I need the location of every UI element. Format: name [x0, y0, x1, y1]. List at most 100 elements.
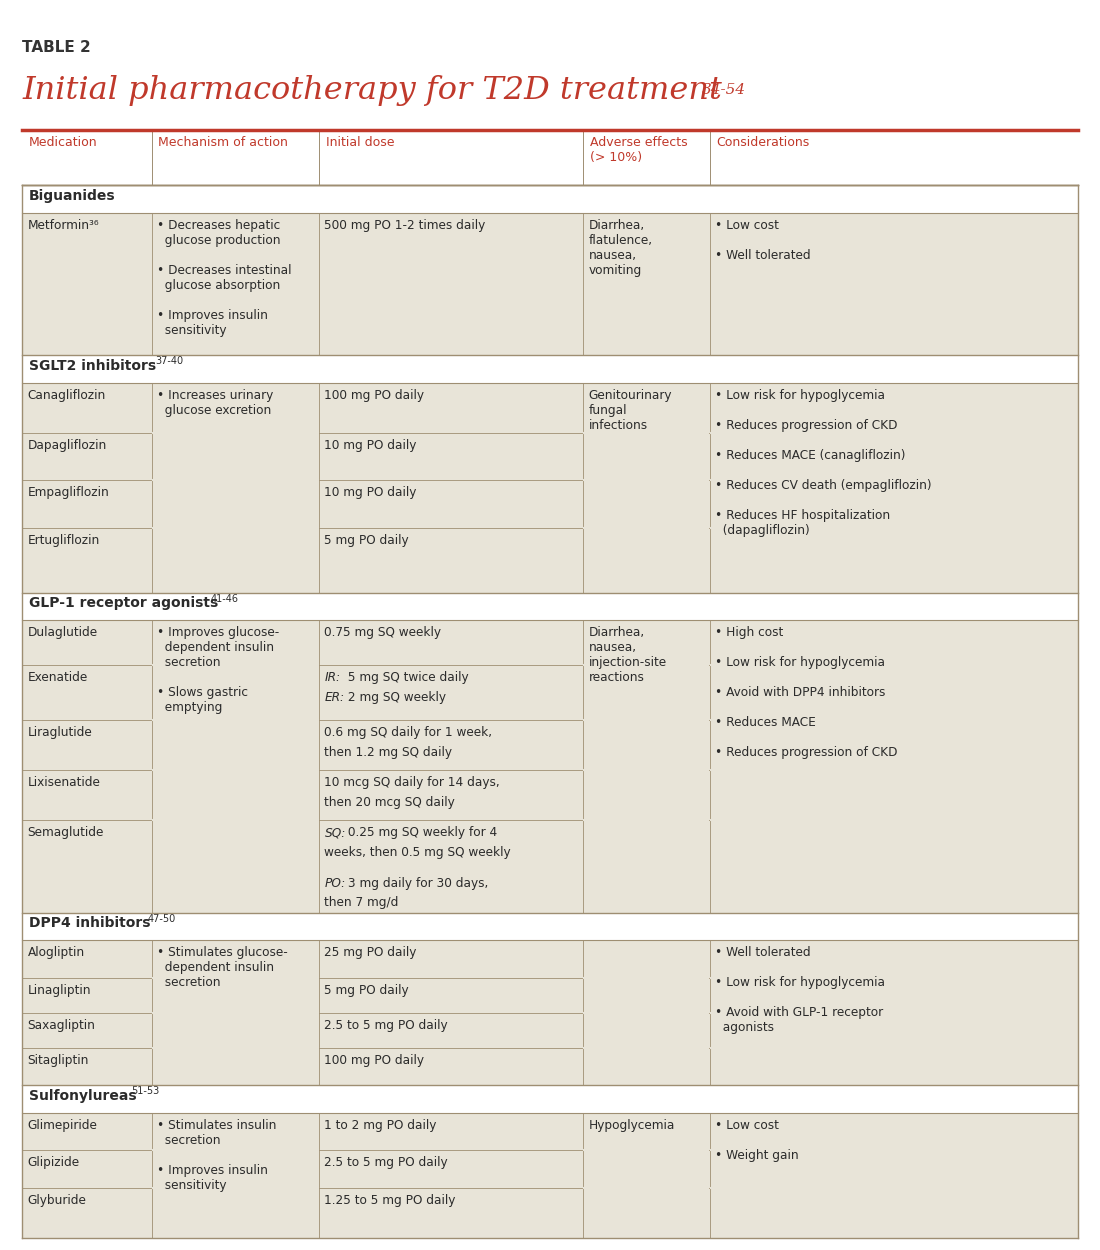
- Bar: [710, 1150, 1078, 1188]
- Text: 0.25 mg SQ weekly for 4: 0.25 mg SQ weekly for 4: [344, 826, 497, 839]
- Bar: [583, 1013, 710, 1048]
- Bar: [22, 1085, 1078, 1112]
- Bar: [22, 770, 152, 820]
- Text: 51-53: 51-53: [132, 1086, 160, 1096]
- Bar: [152, 1013, 319, 1048]
- Bar: [152, 820, 319, 912]
- Bar: [583, 978, 710, 1012]
- Bar: [710, 432, 1078, 480]
- Bar: [583, 770, 710, 820]
- Bar: [22, 592, 1078, 620]
- Bar: [152, 940, 319, 978]
- Text: 10 mcg SQ daily for 14 days,: 10 mcg SQ daily for 14 days,: [324, 776, 500, 789]
- Text: Glimepiride: Glimepiride: [28, 1119, 98, 1131]
- Bar: [319, 665, 583, 720]
- Text: • Stimulates insulin
  secretion

• Improves insulin
  sensitivity: • Stimulates insulin secretion • Improve…: [157, 1119, 277, 1191]
- Bar: [152, 720, 319, 770]
- Bar: [22, 213, 152, 355]
- Bar: [710, 620, 1078, 665]
- Bar: [710, 1048, 1078, 1085]
- Bar: [152, 432, 319, 480]
- Text: 37-40: 37-40: [155, 356, 184, 366]
- Text: PO:: PO:: [324, 876, 345, 890]
- Text: Sulfonylureas: Sulfonylureas: [29, 1089, 136, 1102]
- Bar: [319, 1048, 583, 1085]
- Text: Diarrhea,
flatulence,
nausea,
vomiting: Diarrhea, flatulence, nausea, vomiting: [588, 219, 652, 276]
- Text: Metformin³⁶: Metformin³⁶: [28, 219, 99, 231]
- Text: • Well tolerated

• Low risk for hypoglycemia

• Avoid with GLP-1 receptor
  ago: • Well tolerated • Low risk for hypoglyc…: [715, 946, 886, 1034]
- Bar: [22, 130, 1078, 185]
- Text: then 7 mg/d: then 7 mg/d: [324, 896, 399, 909]
- Text: Dapagliflozin: Dapagliflozin: [28, 439, 107, 451]
- Text: Linagliptin: Linagliptin: [28, 984, 91, 996]
- Bar: [710, 720, 1078, 770]
- Bar: [710, 1188, 1078, 1238]
- Bar: [583, 1150, 710, 1188]
- Text: 3 mg daily for 30 days,: 3 mg daily for 30 days,: [344, 876, 488, 890]
- Text: Exenatide: Exenatide: [28, 671, 88, 684]
- Text: Adverse effects
(> 10%): Adverse effects (> 10%): [590, 136, 688, 164]
- Text: Alogliptin: Alogliptin: [28, 946, 85, 959]
- Bar: [710, 528, 1078, 592]
- Bar: [319, 770, 583, 820]
- Text: Genitourinary
fungal
infections: Genitourinary fungal infections: [588, 389, 672, 431]
- Bar: [152, 382, 319, 432]
- Bar: [22, 528, 152, 592]
- Bar: [710, 665, 1078, 720]
- Text: • Decreases hepatic
  glucose production

• Decreases intestinal
  glucose absor: • Decreases hepatic glucose production •…: [157, 219, 292, 336]
- Bar: [319, 1150, 583, 1188]
- Bar: [319, 382, 583, 432]
- Text: 2.5 to 5 mg PO daily: 2.5 to 5 mg PO daily: [324, 1019, 448, 1031]
- Text: ER:: ER:: [324, 691, 344, 704]
- Text: 0.6 mg SQ daily for 1 week,: 0.6 mg SQ daily for 1 week,: [324, 726, 493, 739]
- Bar: [22, 355, 1078, 382]
- Bar: [583, 720, 710, 770]
- Text: • Low cost

• Weight gain: • Low cost • Weight gain: [715, 1119, 799, 1161]
- Bar: [583, 480, 710, 528]
- Bar: [710, 770, 1078, 820]
- Bar: [710, 213, 1078, 355]
- Text: TABLE 2: TABLE 2: [22, 40, 90, 55]
- Bar: [152, 1112, 319, 1150]
- Bar: [152, 665, 319, 720]
- Text: 41-46: 41-46: [211, 594, 239, 604]
- Bar: [22, 912, 1078, 940]
- Text: Biguanides: Biguanides: [29, 189, 116, 202]
- Bar: [22, 978, 152, 1012]
- Bar: [710, 820, 1078, 912]
- Text: Glipizide: Glipizide: [28, 1156, 79, 1169]
- Bar: [319, 1188, 583, 1238]
- Text: 10 mg PO daily: 10 mg PO daily: [324, 486, 417, 499]
- Text: IR:: IR:: [324, 671, 341, 684]
- Text: Ertugliflozin: Ertugliflozin: [28, 534, 100, 546]
- Bar: [319, 480, 583, 528]
- Bar: [22, 820, 152, 912]
- Text: SGLT2 inhibitors: SGLT2 inhibitors: [29, 359, 156, 372]
- Bar: [319, 432, 583, 480]
- Bar: [710, 1013, 1078, 1048]
- Text: 2.5 to 5 mg PO daily: 2.5 to 5 mg PO daily: [324, 1156, 448, 1169]
- Text: Initial pharmacotherapy for T2D treatment: Initial pharmacotherapy for T2D treatmen…: [22, 75, 722, 106]
- Bar: [152, 620, 319, 665]
- Text: then 20 mcg SQ daily: then 20 mcg SQ daily: [324, 796, 455, 809]
- Bar: [152, 528, 319, 592]
- Text: • Improves glucose-
  dependent insulin
  secretion

• Slows gastric
  emptying: • Improves glucose- dependent insulin se…: [157, 626, 279, 714]
- Text: Hypoglycemia: Hypoglycemia: [588, 1119, 675, 1131]
- Bar: [583, 665, 710, 720]
- Text: Medication: Medication: [29, 136, 97, 149]
- Text: weeks, then 0.5 mg SQ weekly: weeks, then 0.5 mg SQ weekly: [324, 846, 512, 859]
- Text: 25 mg PO daily: 25 mg PO daily: [324, 946, 417, 959]
- Bar: [710, 480, 1078, 528]
- Bar: [22, 1150, 152, 1188]
- Text: Semaglutide: Semaglutide: [28, 826, 103, 839]
- Text: Saxagliptin: Saxagliptin: [28, 1019, 96, 1031]
- Bar: [319, 620, 583, 665]
- Bar: [152, 480, 319, 528]
- Text: • Low cost

• Well tolerated: • Low cost • Well tolerated: [715, 219, 811, 261]
- Text: 47-50: 47-50: [147, 914, 176, 924]
- Bar: [22, 1013, 152, 1048]
- Bar: [710, 1112, 1078, 1150]
- Text: Initial dose: Initial dose: [326, 136, 394, 149]
- Bar: [710, 978, 1078, 1012]
- Text: 500 mg PO 1-2 times daily: 500 mg PO 1-2 times daily: [324, 219, 486, 231]
